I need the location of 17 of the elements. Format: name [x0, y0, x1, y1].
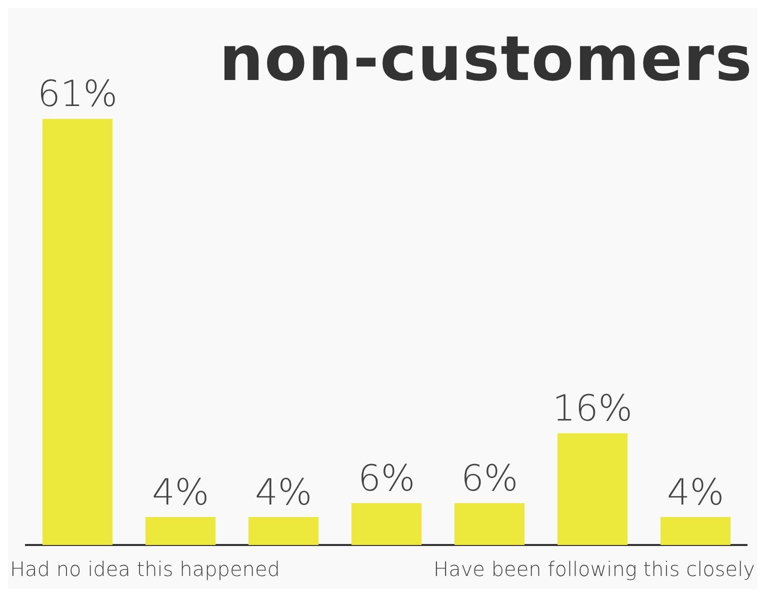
data-label: 6% — [460, 458, 518, 500]
data-label: 16% — [552, 388, 633, 430]
data-label: 4% — [152, 472, 210, 514]
bar — [248, 517, 319, 545]
bar — [42, 118, 113, 545]
text: Had no idea this happened — [10, 557, 280, 581]
data-label: 61% — [37, 74, 118, 116]
bar — [454, 503, 525, 545]
data-label: 4% — [254, 472, 312, 514]
bar — [351, 503, 422, 545]
data-label: 6% — [358, 458, 416, 500]
chart-title: non-customers — [219, 22, 753, 95]
bar — [557, 433, 628, 545]
bar — [145, 517, 216, 545]
data-label: 4% — [666, 472, 724, 514]
bar — [660, 517, 731, 545]
text: Have been following this closely — [434, 557, 755, 581]
